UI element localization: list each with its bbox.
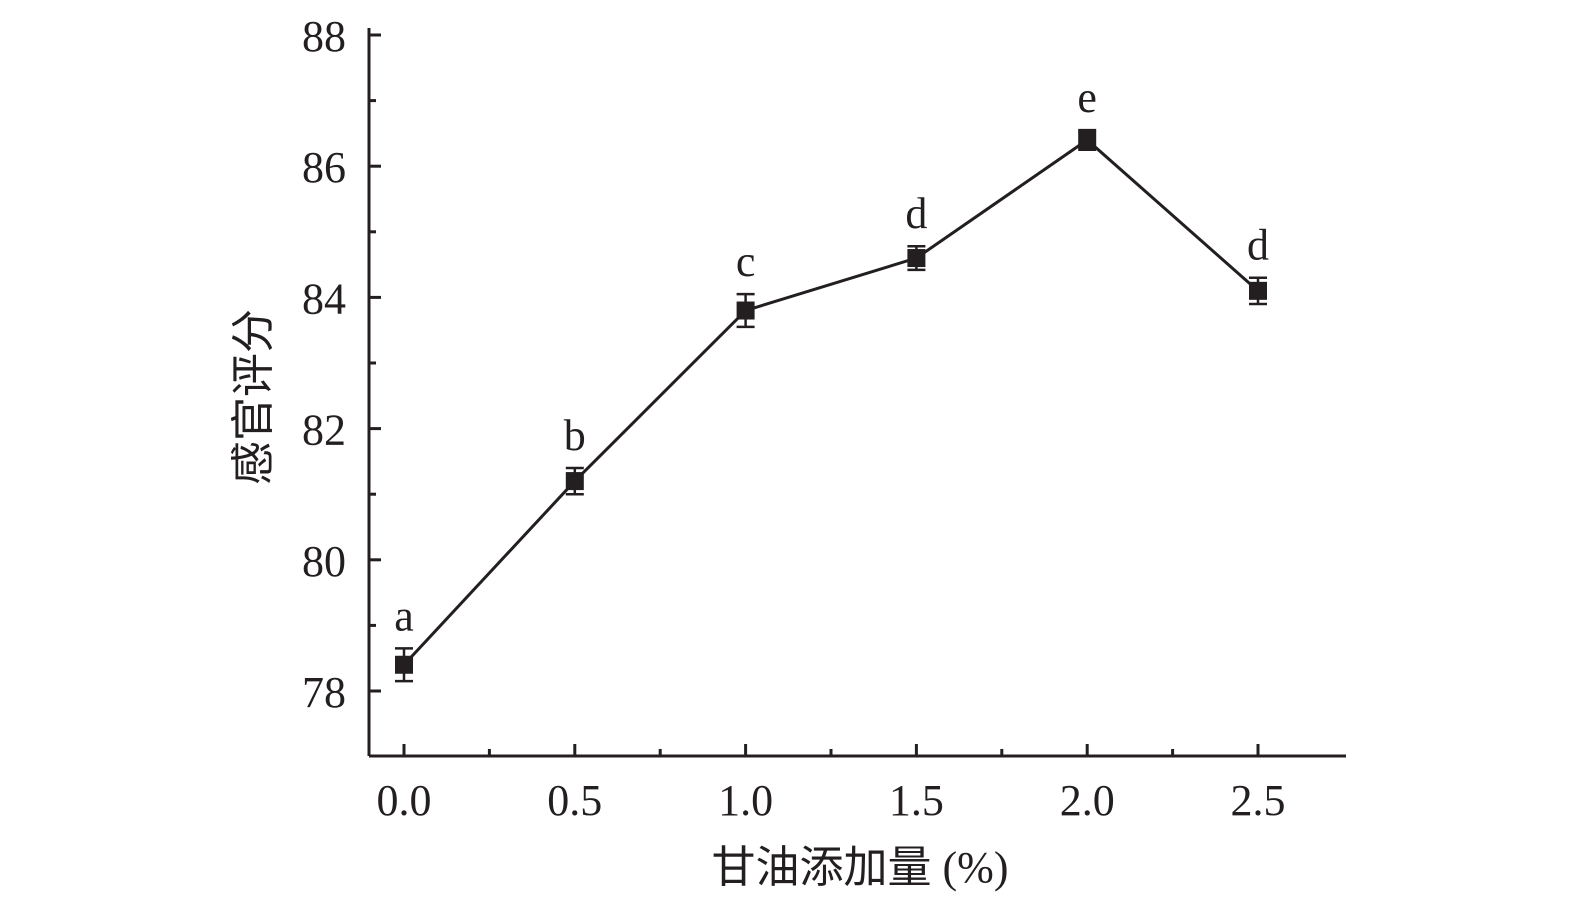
significance-letter: d (1247, 221, 1269, 270)
data-point-marker (565, 472, 584, 491)
x-tick-label: 0.0 (377, 776, 432, 825)
significance-letter: b (564, 411, 586, 460)
x-tick-label: 2.5 (1231, 776, 1286, 825)
x-tick-label: 1.5 (889, 776, 944, 825)
y-tick-label: 78 (302, 668, 346, 717)
data-point-marker (395, 655, 413, 674)
data-point-marker (736, 301, 755, 320)
significance-letter: c (736, 237, 756, 286)
significance-letter: a (394, 591, 414, 640)
x-tick-label: 0.5 (547, 776, 602, 825)
y-tick-label: 82 (302, 406, 346, 455)
data-series: a b c d e d (394, 73, 1269, 683)
significance-letter: e (1077, 73, 1097, 122)
y-tick-label: 80 (302, 537, 346, 586)
series-line (402, 138, 1259, 666)
y-tick-label: 86 (302, 143, 346, 192)
x-tick-label: 2.0 (1060, 776, 1115, 825)
data-point-marker (907, 249, 926, 268)
axes (367, 28, 1346, 758)
significance-letter: d (905, 189, 927, 238)
y-tick-label: 88 (302, 12, 346, 61)
data-point-marker (1249, 281, 1267, 300)
x-tick-label: 1.0 (718, 776, 773, 825)
data-point-marker (1078, 130, 1097, 149)
y-axis-label: 感官评分 (229, 309, 278, 485)
y-tick-label: 84 (302, 274, 346, 323)
x-axis-label: 甘油添加量 (%) (712, 843, 1009, 892)
ticks: 78 80 82 84 86 88 0.0 0.5 1.0 1.5 2.0 2.5 (302, 12, 1286, 825)
